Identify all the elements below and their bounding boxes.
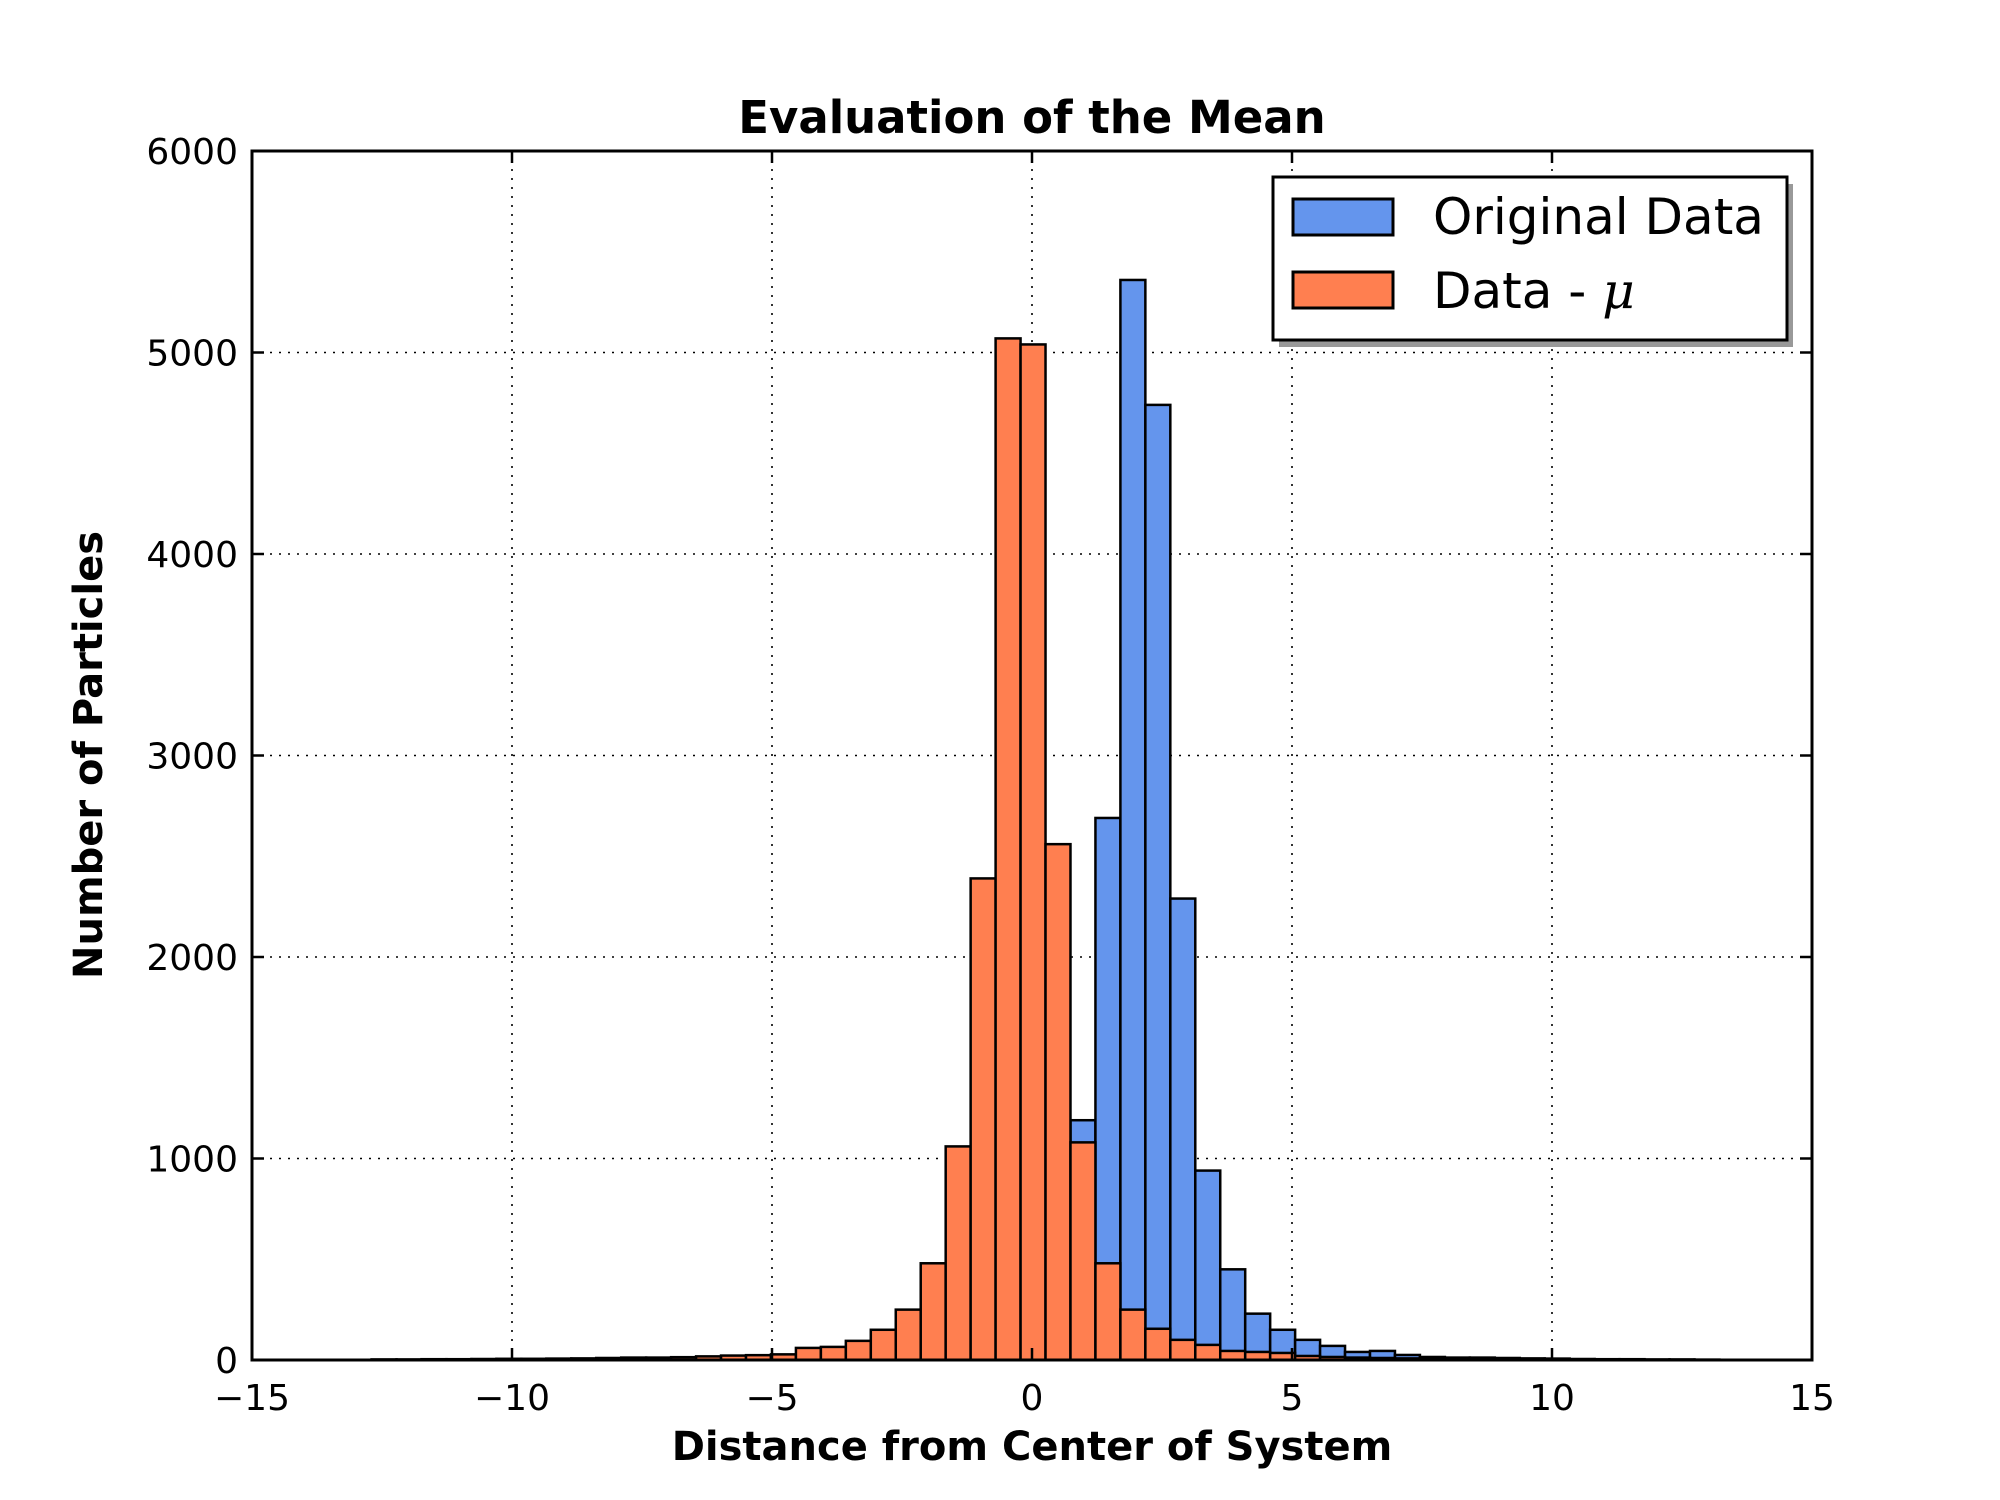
histogram-bar — [1144, 1327, 1172, 1362]
histogram-bar — [1194, 1343, 1222, 1362]
x-axis-label: Distance from Center of System — [672, 1424, 1393, 1470]
y-axis-label: Number of Particles — [66, 531, 112, 979]
x-tick-label: −5 — [745, 1378, 798, 1419]
y-tick-label: 1000 — [146, 1140, 238, 1181]
legend-label-shifted-text: Data - — [1433, 262, 1602, 320]
histogram-bar — [1169, 1338, 1197, 1362]
histogram-bar — [969, 877, 997, 1362]
legend-swatch-shifted — [1291, 270, 1395, 310]
histogram-bar — [1069, 1141, 1097, 1362]
axis-tick-labels: −15 −10 −5 0 5 10 15 0 1000 2000 3000 4000 5000 6000 — [146, 132, 1835, 1419]
legend-label-shifted: Data - μ — [1433, 262, 1635, 320]
y-tick-label: 5000 — [146, 334, 238, 375]
histogram-bar — [994, 337, 1022, 1362]
y-tick-label: 2000 — [146, 938, 238, 979]
histogram-bar — [794, 1346, 823, 1362]
histogram-bar — [1119, 278, 1147, 1362]
y-tick-label: 6000 — [146, 132, 238, 173]
histogram-bar — [1144, 403, 1172, 1362]
legend-label-original: Original Data — [1433, 188, 1764, 246]
x-tick-label: −15 — [214, 1378, 290, 1419]
x-tick-label: 10 — [1529, 1378, 1575, 1419]
histogram-bar — [844, 1339, 873, 1362]
histogram-bar — [819, 1345, 848, 1362]
histogram-bar — [869, 1328, 898, 1362]
axis-ticks — [250, 149, 1814, 1362]
legend-swatch-original — [1291, 197, 1395, 237]
x-tick-label: 15 — [1789, 1378, 1835, 1419]
histogram-bar — [894, 1308, 922, 1362]
histogram-bar — [1094, 1262, 1122, 1362]
y-tick-label: 3000 — [146, 737, 238, 778]
histogram-bar — [1218, 1268, 1247, 1362]
x-tick-label: 5 — [1281, 1378, 1304, 1419]
legend-label-mu-symbol: μ — [1602, 262, 1635, 320]
y-tick-label: 0 — [215, 1341, 238, 1382]
x-tick-label: 0 — [1021, 1378, 1044, 1419]
x-tick-label: −10 — [474, 1378, 550, 1419]
histogram-bar — [1194, 1169, 1222, 1362]
histogram-bar — [1044, 842, 1072, 1362]
histogram-bar — [1019, 343, 1047, 1362]
histogram-bar — [1169, 897, 1197, 1362]
histogram-bar — [919, 1262, 947, 1362]
histogram-bar — [1119, 1308, 1147, 1362]
legend: Original Data Data - μ — [1271, 175, 1793, 347]
y-tick-label: 4000 — [146, 535, 238, 576]
chart-title: Evaluation of the Mean — [738, 91, 1325, 144]
histogram-bar — [944, 1145, 972, 1362]
